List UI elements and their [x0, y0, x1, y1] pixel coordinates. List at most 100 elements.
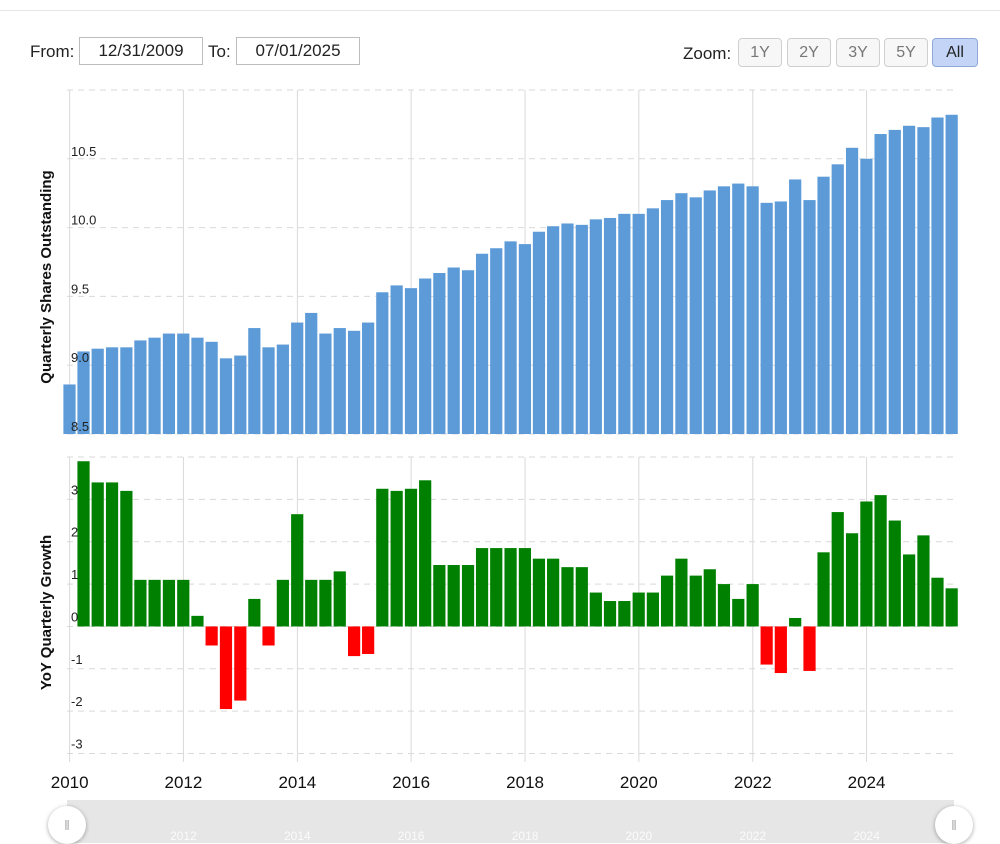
shares-bar — [162, 333, 176, 434]
growth-bar-positive — [77, 461, 90, 627]
x-tick-label: 2012 — [165, 773, 203, 792]
shares-bar — [646, 208, 659, 434]
top-divider — [0, 10, 1000, 11]
growth-bar-negative — [347, 626, 361, 657]
shares-bar — [376, 292, 389, 434]
y-tick-label-top: 10.5 — [71, 144, 96, 159]
y-axis-title-bottom: YoY Quarterly Growth — [38, 535, 55, 690]
growth-bar-positive — [319, 579, 332, 627]
shares-bar — [789, 179, 802, 434]
growth-bar-positive — [646, 592, 659, 627]
growth-bar-positive — [148, 579, 161, 627]
shares-bar — [888, 129, 901, 435]
navigator-year-label: 2020 — [625, 829, 652, 843]
shares-bar — [675, 193, 688, 434]
growth-bar-negative — [760, 626, 773, 665]
shares-bar — [632, 213, 645, 434]
growth-bar-positive — [860, 501, 873, 627]
shares-bar — [177, 333, 190, 434]
to-date-input[interactable]: 07/01/2025 — [236, 37, 360, 65]
shares-bar — [532, 231, 546, 434]
shares-bar — [91, 348, 104, 434]
navigator-year-label: 2012 — [170, 829, 197, 843]
shares-bar — [860, 158, 873, 435]
growth-bar-negative — [803, 626, 816, 671]
navigator-year-label: 2024 — [853, 829, 880, 843]
zoom-label: Zoom: — [683, 44, 732, 63]
growth-bar-positive — [732, 598, 745, 627]
to-label: To: — [208, 42, 231, 61]
shares-bar — [803, 200, 816, 434]
growth-bar-negative — [219, 626, 233, 710]
zoom-1y-button[interactable]: 1Y — [738, 38, 782, 67]
growth-bar-positive — [603, 601, 617, 627]
shares-bar — [404, 288, 418, 434]
shares-bar — [120, 347, 133, 434]
shares-bar — [276, 344, 289, 434]
shares-bar — [945, 114, 958, 434]
grip-lines-icon: ‖ — [951, 817, 957, 833]
growth-bar-positive — [333, 571, 346, 627]
growth-bar-positive — [845, 533, 859, 627]
shares-bar — [419, 278, 432, 434]
x-tick-label: 2010 — [51, 773, 89, 792]
shares-bar — [518, 244, 532, 434]
axis-labels: 2010 2012 2014 2016 2018 2020 2022 2024 8.5 9.0 9.… — [38, 144, 885, 792]
growth-bar-positive — [276, 579, 289, 627]
shares-bar — [305, 312, 318, 434]
zoom-5y-button[interactable]: 5Y — [884, 38, 928, 67]
growth-bar-negative — [234, 626, 247, 701]
shares-bar — [205, 341, 218, 434]
shares-bar — [732, 183, 745, 434]
zoom-all-button[interactable]: All — [932, 38, 978, 67]
growth-bar-positive — [433, 565, 446, 627]
zoom-3y-button[interactable]: 3Y — [836, 38, 880, 67]
y-tick-label-bottom: 1 — [71, 567, 78, 582]
shares-bar — [490, 248, 503, 434]
shares-bar — [191, 337, 204, 434]
shares-bar — [248, 328, 261, 434]
y-tick-label-top: 9.0 — [71, 350, 89, 365]
growth-bar-positive — [305, 579, 318, 627]
growth-bar-positive — [660, 575, 674, 627]
y-tick-label-top: 8.5 — [71, 419, 89, 434]
growth-bar-positive — [419, 480, 432, 627]
shares-bar — [63, 384, 76, 434]
growth-bar-negative — [362, 626, 375, 654]
growth-bar-positive — [162, 579, 176, 627]
growth-bar-positive — [547, 558, 560, 627]
from-date-input[interactable]: 12/31/2009 — [79, 37, 203, 65]
growth-bar-positive — [518, 548, 532, 627]
y-axis-title-top: Quarterly Shares Outstanding — [38, 170, 55, 383]
shares-bar — [575, 224, 588, 434]
growth-bar-positive — [589, 592, 602, 627]
growth-bar-positive — [447, 565, 460, 627]
navigator-right-handle[interactable]: ‖ — [935, 806, 973, 844]
navigator-left-handle[interactable]: ‖ — [48, 806, 86, 844]
x-tick-label: 2022 — [734, 773, 772, 792]
shares-bar — [319, 333, 332, 434]
shares-bar — [262, 347, 275, 434]
navigator-year-label: 2014 — [284, 829, 311, 843]
shares-bar — [845, 147, 859, 435]
shares-bar — [333, 328, 346, 434]
growth-bar-positive — [404, 488, 418, 627]
zoom-2y-button[interactable]: 2Y — [787, 38, 831, 67]
shares-bar — [219, 358, 233, 434]
growth-bar-positive — [703, 569, 716, 627]
growth-bar-positive — [746, 584, 759, 627]
shares-bar — [291, 322, 304, 434]
y-tick-label-bottom: -3 — [71, 737, 83, 752]
y-tick-label-bottom: 2 — [71, 525, 78, 540]
shares-bar — [234, 355, 247, 434]
growth-bar-negative — [774, 626, 787, 674]
shares-bar — [461, 270, 475, 434]
shares-bar — [362, 322, 375, 434]
shares-bar — [746, 186, 759, 434]
growth-bar-positive — [490, 548, 503, 627]
navigator-year-label: 2016 — [398, 829, 425, 843]
shares-bar — [603, 217, 617, 434]
growth-bar-positive — [903, 554, 916, 627]
